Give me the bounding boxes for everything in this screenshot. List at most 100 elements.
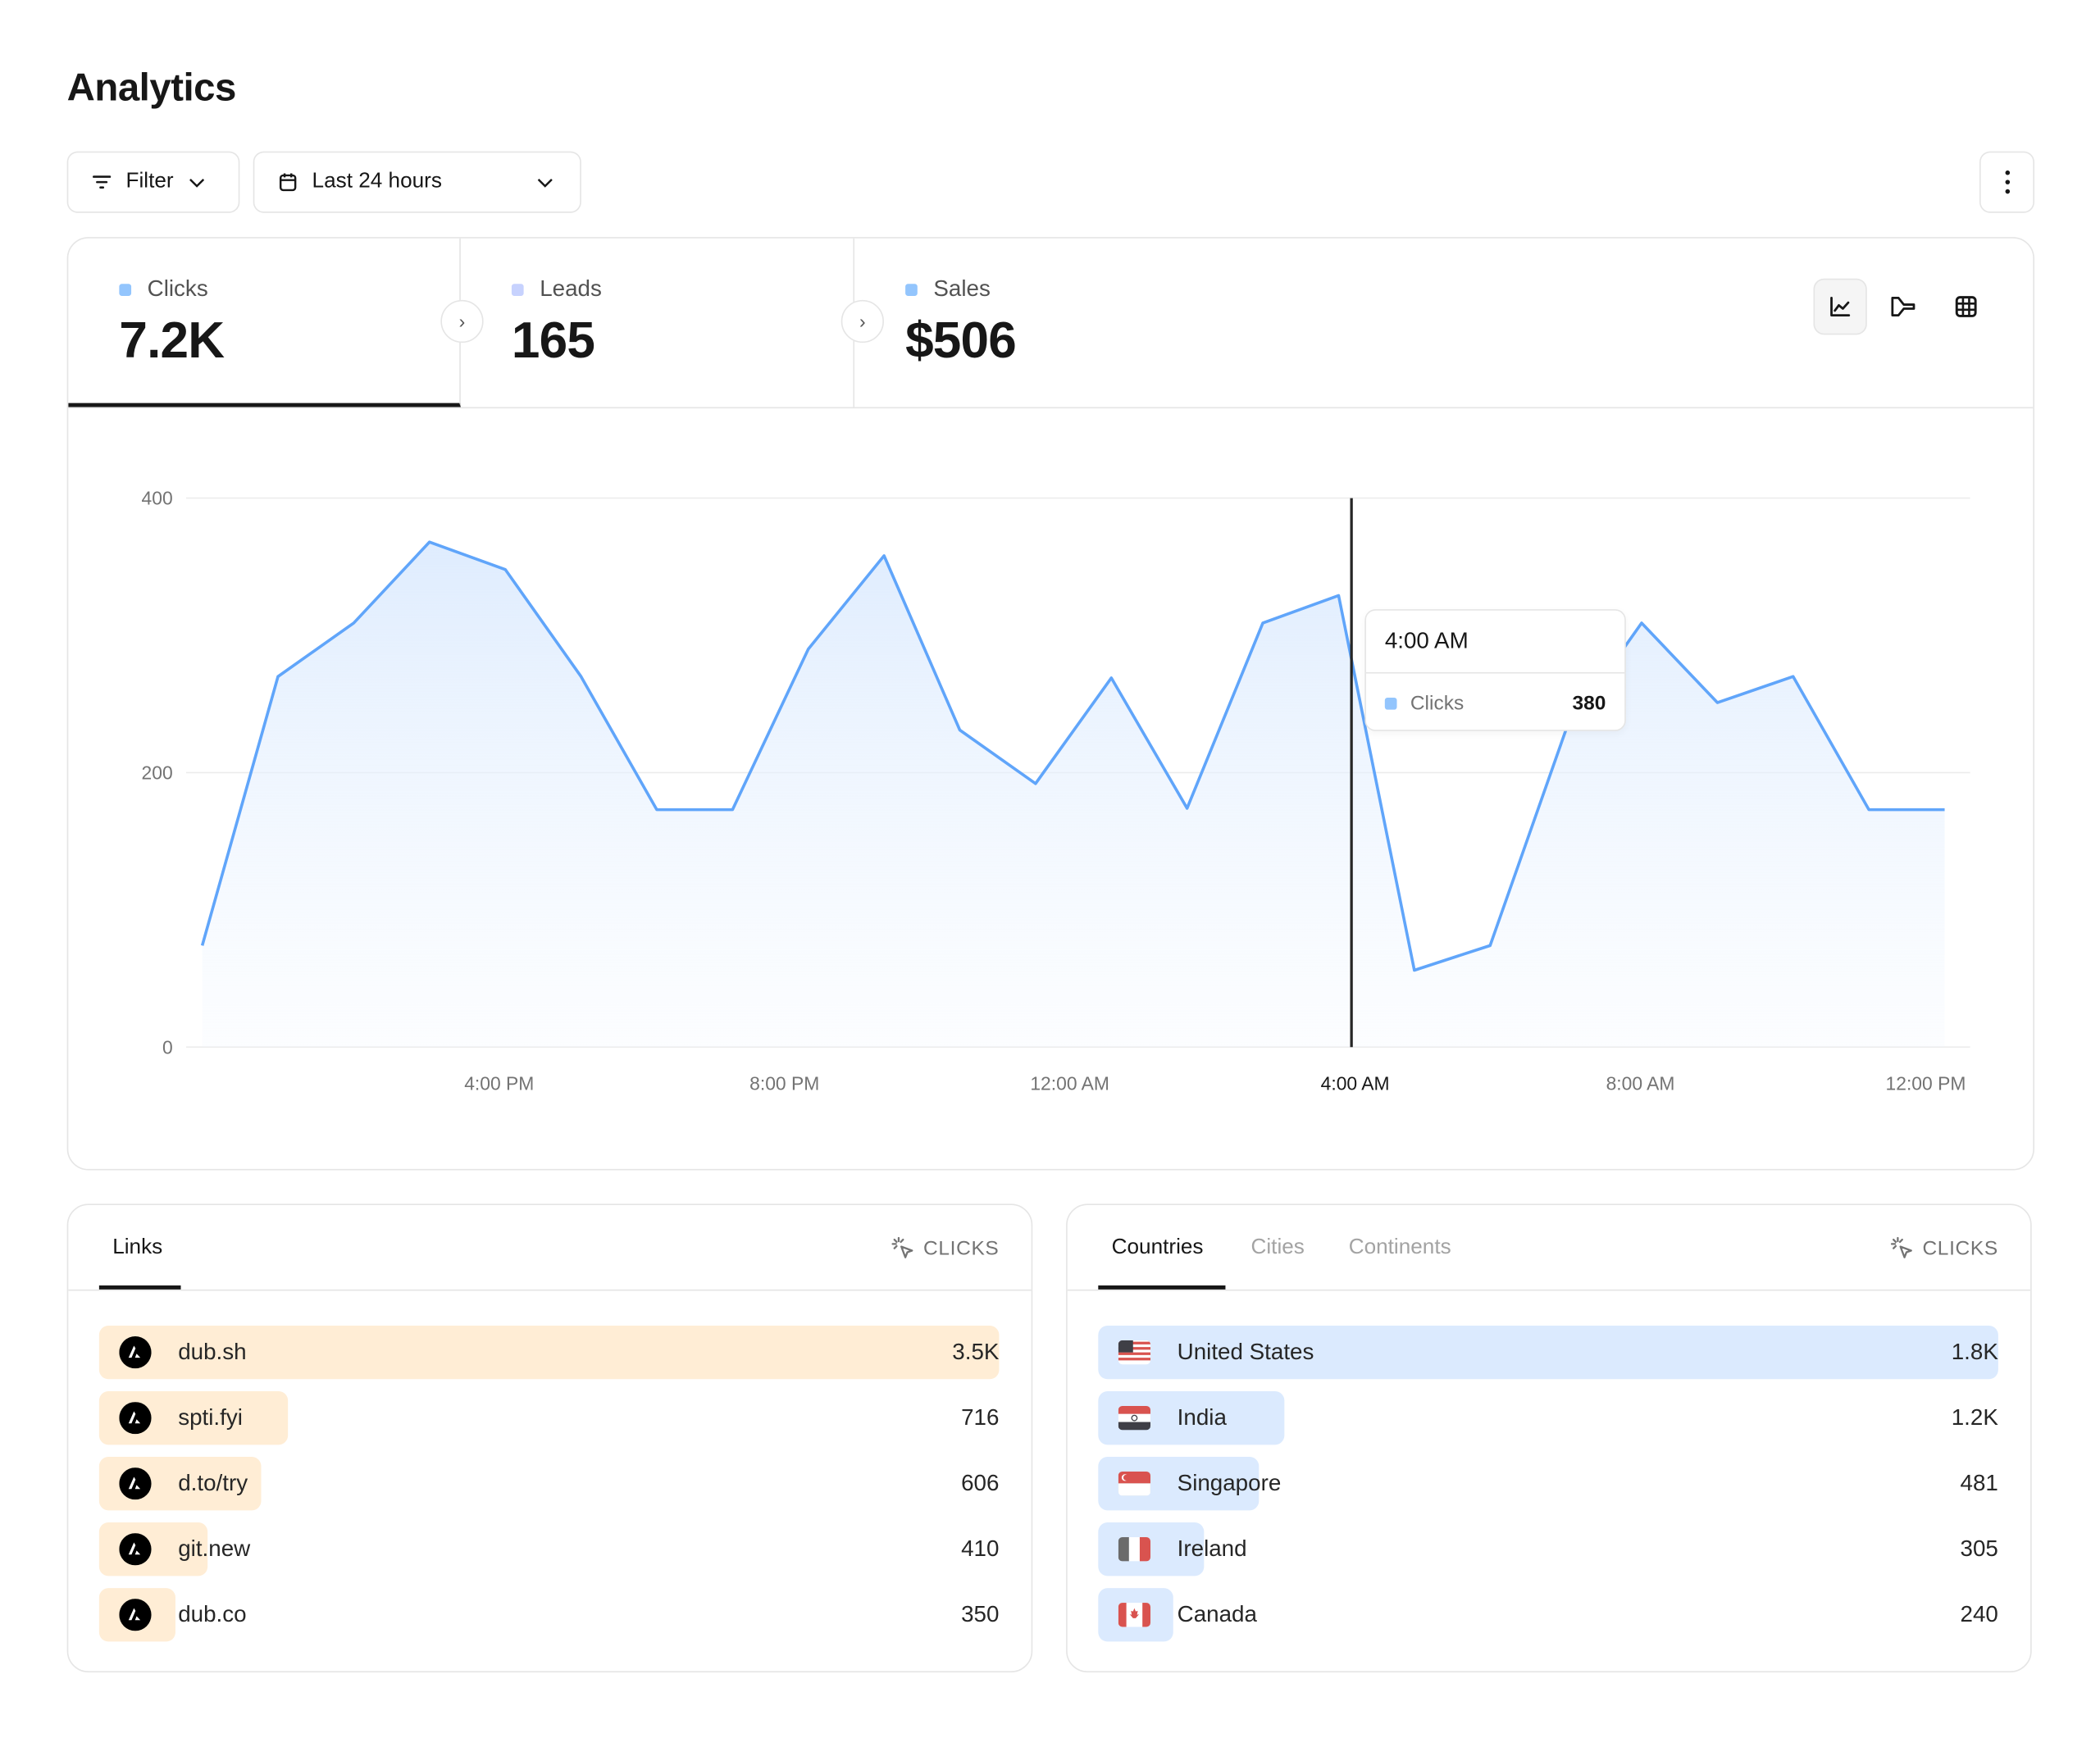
- chevron-down-icon: [537, 178, 553, 188]
- tooltip-value: 380: [1572, 691, 1606, 715]
- date-range-select[interactable]: Last 24 hours: [253, 151, 581, 213]
- link-row[interactable]: spti.fyi 716: [98, 1390, 1000, 1445]
- click-count: 481: [1960, 1470, 1998, 1496]
- click-count: 716: [961, 1404, 1000, 1431]
- tooltip-time: 4:00 AM: [1365, 611, 1625, 674]
- divider: [68, 407, 2034, 409]
- click-count: 606: [961, 1470, 1000, 1496]
- more-options-button[interactable]: [1979, 151, 2034, 213]
- tab-countries[interactable]: Countries: [1111, 1235, 1204, 1259]
- link-row[interactable]: dub.sh 3.5K: [98, 1325, 1000, 1380]
- table-view-button[interactable]: [1939, 279, 1993, 335]
- click-count: 1.2K: [1951, 1404, 1998, 1431]
- metric-value: 165: [511, 313, 595, 370]
- x-tick-label: 12:00 PM: [1886, 1073, 1966, 1094]
- active-tab-indicator: [1098, 1285, 1226, 1290]
- x-tick-label: 8:00 AM: [1606, 1073, 1675, 1094]
- country-name: United States: [1177, 1339, 1314, 1365]
- link-row[interactable]: dub.co 350: [98, 1588, 1000, 1642]
- links-tabs: Links CLICKS: [68, 1205, 1032, 1291]
- x-tick-label: 4:00 AM: [1321, 1073, 1390, 1094]
- click-count: 305: [1960, 1536, 1998, 1562]
- chevron-right-icon: ›: [440, 299, 484, 344]
- dub-logo-icon: [119, 1599, 152, 1631]
- x-tick-label: 8:00 PM: [749, 1073, 819, 1094]
- share-bar: [1098, 1522, 1204, 1576]
- x-tick-label: 12:00 AM: [1030, 1073, 1109, 1094]
- line-chart-view-button[interactable]: [1813, 278, 1867, 335]
- country-row[interactable]: United States 1.8K: [1098, 1325, 1998, 1380]
- link-name: dub.co: [178, 1601, 247, 1627]
- x-tick-label: 4:00 PM: [464, 1073, 534, 1094]
- tab-continents[interactable]: Continents: [1348, 1235, 1451, 1259]
- funnel-icon: [1891, 297, 1916, 317]
- table-grid-icon: [1955, 296, 1977, 317]
- country-name: Ireland: [1177, 1536, 1247, 1562]
- share-bar: [1098, 1325, 1998, 1380]
- chevron-down-icon: [189, 178, 204, 188]
- clicks-series-line: [200, 540, 1945, 972]
- click-count: 3.5K: [952, 1339, 1000, 1365]
- sales-swatch: [905, 283, 918, 296]
- clicks-column-header: CLICKS: [891, 1236, 1000, 1260]
- y-tick-label: 200: [142, 762, 173, 784]
- country-row[interactable]: India 1.2K: [1098, 1390, 1998, 1445]
- clicks-swatch: [119, 283, 132, 296]
- active-tab-indicator: [98, 1285, 181, 1290]
- calendar-icon: [279, 173, 297, 192]
- funnel-view-button[interactable]: [1876, 279, 1929, 335]
- link-row[interactable]: d.to/try 606: [98, 1457, 1000, 1511]
- tab-cities[interactable]: Cities: [1250, 1235, 1305, 1259]
- clicks-swatch: [1384, 697, 1397, 709]
- metric-label: Clicks: [147, 275, 208, 302]
- click-count: 410: [961, 1536, 1000, 1562]
- chart-tooltip: 4:00 AM Clicks 380: [1364, 609, 1626, 731]
- metric-label: Sales: [933, 275, 991, 302]
- metric-tab-sales[interactable]: Sales $506: [854, 239, 1256, 407]
- locations-panel: Countries Cities Continents CLICKS Unite…: [1066, 1203, 2032, 1672]
- y-tick-label: 400: [142, 488, 173, 509]
- canada-flag-icon: [1118, 1603, 1151, 1627]
- location-tabs: Countries Cities Continents CLICKS: [1067, 1205, 2031, 1291]
- metric-label: Leads: [540, 275, 602, 302]
- click-count: 1.8K: [1951, 1339, 1998, 1365]
- metric-tab-clicks[interactable]: Clicks 7.2K: [68, 238, 461, 407]
- dub-logo-icon: [119, 1402, 152, 1435]
- dub-logo-icon: [119, 1467, 152, 1500]
- share-bar: [98, 1522, 207, 1576]
- link-name: d.to/try: [178, 1470, 248, 1496]
- column-label: CLICKS: [1922, 1236, 1998, 1260]
- country-row[interactable]: Singapore 481: [1098, 1457, 1998, 1511]
- metric-value: $506: [905, 313, 1017, 370]
- leads-swatch: [511, 283, 524, 296]
- tab-links[interactable]: Links: [112, 1235, 163, 1259]
- singapore-flag-icon: [1118, 1471, 1151, 1496]
- us-flag-icon: [1118, 1340, 1151, 1365]
- date-range-label: Last 24 hours: [312, 170, 442, 193]
- analytics-chart-card: Clicks 7.2K › Leads 165 › Sales $506 0 20…: [66, 237, 2034, 1171]
- line-chart-icon: [1830, 297, 1851, 317]
- links-panel: Links CLICKS dub.sh 3.5K spti.fyi 716 d.…: [66, 1203, 1033, 1672]
- tooltip-series: Clicks: [1410, 691, 1465, 715]
- filter-button[interactable]: Filter: [66, 151, 240, 213]
- click-count: 240: [1960, 1601, 1998, 1627]
- country-name: India: [1177, 1404, 1227, 1431]
- link-row[interactable]: git.new 410: [98, 1522, 1000, 1576]
- country-row[interactable]: Ireland 305: [1098, 1522, 1998, 1576]
- clicks-column-header: CLICKS: [1890, 1236, 1998, 1260]
- clicks-area-chart[interactable]: 0 200 400 4:00 PM 8:00 PM 12:00 AM 4:00 AM 8:00…: [68, 239, 2034, 1171]
- y-tick-label: 0: [162, 1036, 173, 1058]
- filter-label: Filter: [125, 170, 174, 193]
- dub-logo-icon: [119, 1533, 152, 1566]
- filter-icon: [93, 175, 112, 189]
- ireland-flag-icon: [1118, 1537, 1151, 1562]
- page-title: Analytics: [66, 66, 237, 110]
- country-name: Singapore: [1177, 1470, 1282, 1496]
- cursor-click-icon: [892, 1236, 914, 1258]
- click-count: 350: [961, 1601, 1000, 1627]
- chevron-right-icon: ›: [840, 299, 884, 344]
- share-bar: [98, 1325, 1000, 1380]
- country-name: Canada: [1177, 1601, 1257, 1627]
- country-row[interactable]: Canada 240: [1098, 1588, 1998, 1642]
